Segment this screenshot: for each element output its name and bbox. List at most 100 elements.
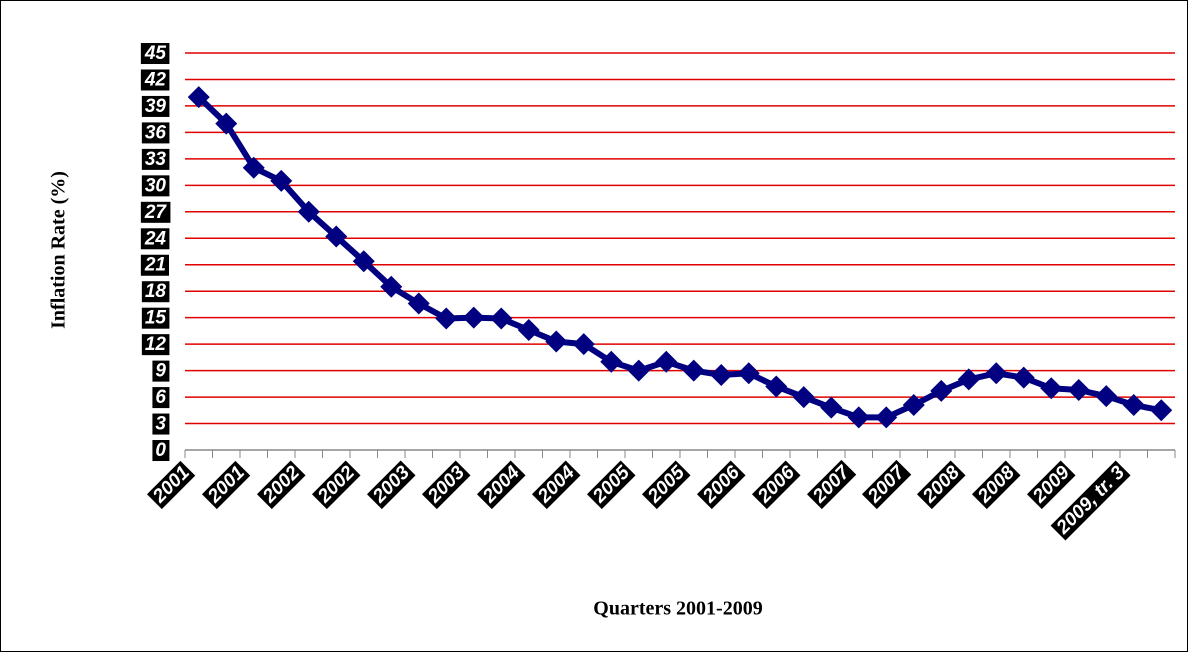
label-box [140,254,169,276]
y-tick-label: 21 [144,255,166,276]
y-tick-label: 33 [145,149,167,170]
y-tick: 33 [141,148,170,170]
label-box [861,459,912,510]
marker [435,307,458,330]
marker [462,306,485,329]
marker [572,333,595,356]
label-box [751,460,801,510]
label-box [140,69,170,91]
label-box [806,459,857,510]
y-tick: 0 [152,440,170,462]
label-box [366,460,416,510]
label-box [201,460,251,510]
label-box [152,387,170,409]
marker [187,86,210,109]
marker [1012,366,1035,389]
marker [875,406,898,429]
marker [655,350,678,373]
marker [930,379,953,402]
marker [1040,377,1063,400]
y-tick-label: 6 [155,387,166,408]
label-box [140,228,170,250]
y-tick-label: 24 [144,228,167,249]
y-tick: 3 [152,413,170,435]
label-box [256,460,306,510]
marker [765,375,788,398]
marker [792,386,815,409]
label-box [421,460,471,510]
marker [682,359,705,382]
y-tick: 21 [140,254,169,276]
marker [490,307,513,330]
y-tick: 18 [141,281,170,303]
label-box [916,460,966,510]
label-box [586,460,636,510]
marker [270,169,293,192]
marker [325,225,348,248]
label-box [476,460,526,510]
y-tick: 27 [140,201,171,223]
label-box [531,460,581,510]
label-box [146,460,196,510]
y-tick-label: 36 [145,122,167,143]
label-box [311,460,361,510]
y-tick: 24 [140,228,170,250]
y-tick-label: 27 [144,202,168,223]
label-box [141,122,170,144]
marker [517,319,540,342]
label-box [1050,460,1131,541]
y-tick-label: 30 [145,175,167,196]
label-box [141,307,170,329]
y-tick-label: 12 [145,334,167,355]
marker [242,156,265,179]
label-box [971,460,1021,510]
y-tick-label: 0 [155,440,166,461]
y-tick: 15 [141,307,170,329]
marker [820,396,843,419]
marker [600,350,623,373]
marker [985,362,1008,385]
marker [380,275,403,298]
y-tick-label: 42 [144,69,167,90]
label-box [696,460,746,510]
marker [297,200,320,223]
label-box [152,360,170,382]
y-tick: 42 [140,69,170,91]
y-tick: 30 [141,175,170,197]
label-box [140,201,171,223]
label-box [140,43,170,65]
label-box [141,281,170,303]
y-tick: 39 [141,95,170,117]
y-tick: 9 [152,360,170,382]
marker [1150,399,1173,422]
marker [352,250,375,273]
label-box [141,148,170,170]
y-tick-label: 39 [145,96,167,117]
marker [215,112,238,135]
marker [957,368,980,391]
y-tick: 36 [141,122,170,144]
x-axis-label: Quarters 2001-2009 [593,598,762,620]
label-box [141,95,170,117]
y-axis-label: Inflation Rate (%) [48,171,70,329]
y-tick-label: 9 [155,361,166,382]
marker [1095,385,1118,408]
label-box [152,440,170,462]
y-tick-label: 45 [144,43,167,64]
marker [1067,379,1090,402]
marker [737,362,760,385]
label-box [141,175,170,197]
marker [1122,394,1145,417]
label-box [152,413,170,435]
marker [545,330,568,353]
marker [627,359,650,382]
y-tick-label: 18 [145,281,167,302]
marker [902,394,925,417]
marker [710,364,733,387]
label-box [641,460,691,510]
y-tick: 12 [141,334,170,356]
marker [407,292,430,315]
y-tick: 45 [140,43,170,65]
